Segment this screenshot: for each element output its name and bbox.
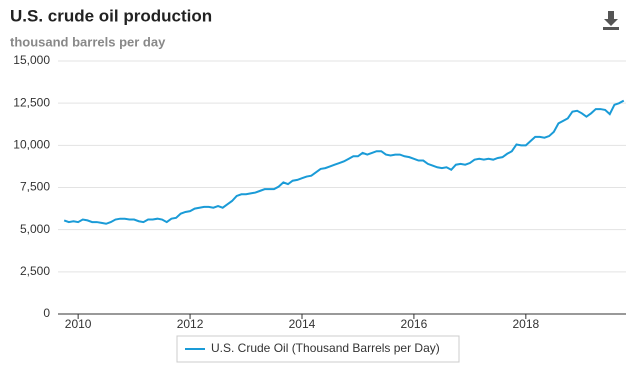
chart-subtitle: thousand barrels per day [10,34,166,49]
legend-label: U.S. Crude Oil (Thousand Barrels per Day… [211,341,440,355]
download-button[interactable] [603,11,619,30]
y-tick-label: 10,000 [13,138,50,152]
x-tick-label: 2010 [65,317,92,331]
y-tick-label: 0 [43,306,50,320]
x-tick-label: 2012 [177,317,204,331]
download-icon [603,27,619,30]
download-icon [608,11,614,20]
y-tick-label: 12,500 [13,95,50,109]
x-tick-label: 2018 [512,317,539,331]
y-tick-label: 15,000 [13,53,50,67]
chart-title: U.S. crude oil production [10,6,212,25]
y-tick-label: 5,000 [20,222,50,236]
data-line [63,99,625,225]
y-tick-label: 7,500 [20,180,50,194]
y-tick-label: 2,500 [20,264,50,278]
legend-box [176,335,460,363]
x-tick-label: 2016 [401,317,428,331]
x-tick-label: 2014 [289,317,316,331]
download-icon [604,19,618,26]
